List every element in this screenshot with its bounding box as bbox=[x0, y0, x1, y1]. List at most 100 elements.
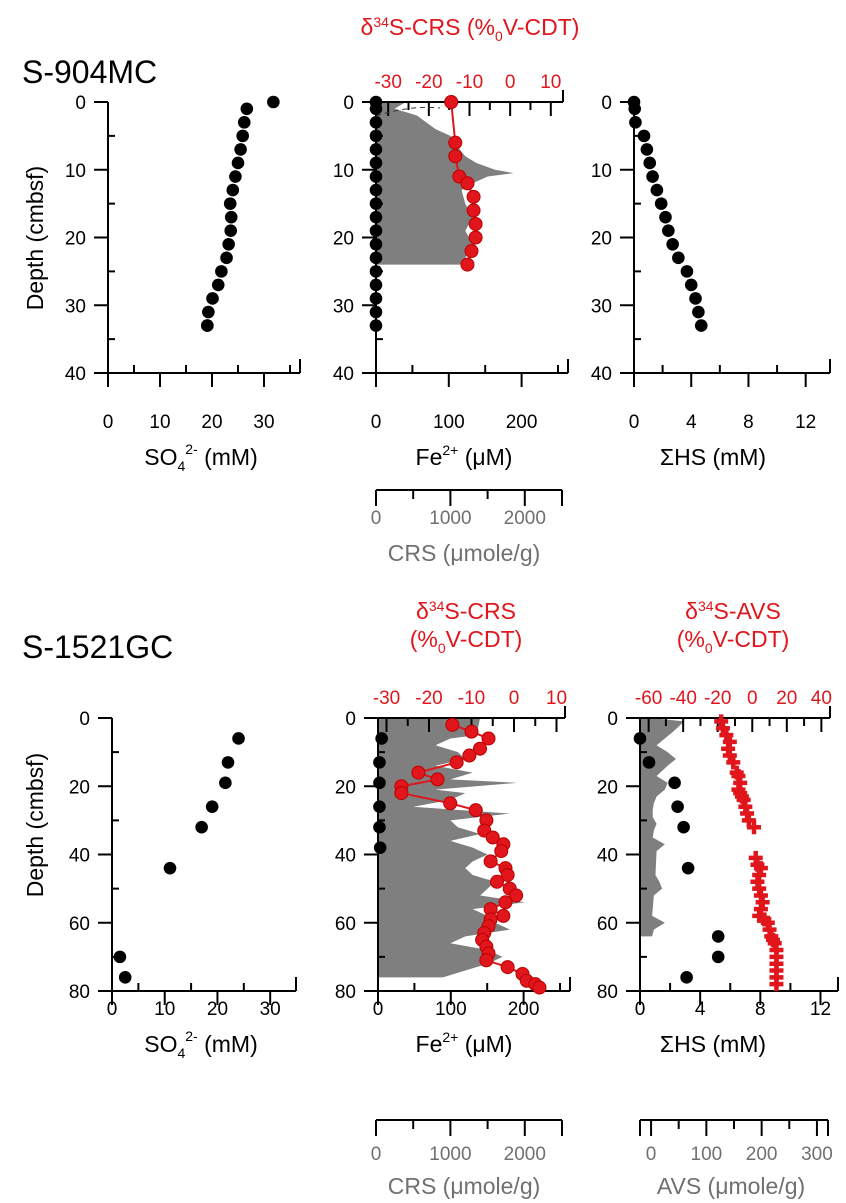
S-1521GC-sulfide-top-tick-label: -60 bbox=[635, 688, 662, 709]
core-label-bottom: S-1521GC bbox=[22, 629, 173, 665]
S-904MC-sulfide-data-point bbox=[694, 319, 708, 332]
S-904MC-iron-data-point bbox=[369, 170, 383, 183]
S-1521GC-iron-delta34s-point bbox=[500, 867, 515, 882]
depth-label-bottom: Depth (cmbsf) bbox=[22, 753, 48, 897]
S-1521GC-sulfide-y-tick-label: 40 bbox=[597, 846, 618, 867]
S-904MC-iron-gray-profile bbox=[376, 102, 514, 265]
S-904MC-sulfate-y-tick-label: 30 bbox=[65, 296, 86, 317]
S-1521GC-sulfide-data-point bbox=[668, 776, 681, 790]
delta34s-avs-label-line1: δ34S-AVS bbox=[685, 598, 781, 624]
S-1521GC-sulfate-x-tick-label: 30 bbox=[260, 999, 281, 1020]
S-1521GC-sulfide-second-tick-label: 0 bbox=[646, 1144, 657, 1165]
S-904MC-sulfate-data-point bbox=[224, 224, 238, 238]
S-904MC-sulfate-data-point bbox=[211, 278, 225, 292]
S-904MC-iron-delta34s-point bbox=[464, 244, 479, 259]
S-904MC-sulfate-x-tick-label: 10 bbox=[149, 412, 170, 433]
crs-axis-label-top: CRS (μmole/g) bbox=[388, 540, 541, 566]
S-904MC-sulfide-data-point bbox=[637, 129, 651, 143]
S-904MC-sulfide-y-tick-label: 10 bbox=[591, 161, 612, 182]
S-904MC-iron-x-tick-label: 100 bbox=[433, 412, 465, 433]
S-904MC-iron-y-tick-label: 40 bbox=[333, 364, 354, 385]
S-904MC-sulfide-y-tick-label: 0 bbox=[601, 93, 612, 114]
S-904MC-sulfate-data-point bbox=[240, 102, 254, 116]
S-1521GC-iron-second-tick-label: 0 bbox=[371, 1144, 382, 1165]
delta34s-crs-label-bottom-line2: (%0V-CDT) bbox=[410, 626, 523, 656]
S-1521GC-iron-data-point bbox=[373, 800, 386, 814]
S-904MC-sulfate-y-tick-label: 10 bbox=[65, 161, 86, 182]
S-1521GC-iron-delta34s-point bbox=[485, 830, 500, 845]
S-904MC-iron-y-tick-label: 0 bbox=[343, 93, 354, 114]
S-1521GC-sulfate-data-point bbox=[205, 800, 219, 814]
S-904MC-sulfate-data-point bbox=[236, 129, 249, 143]
S-904MC-sulfide-data-point bbox=[672, 251, 685, 265]
S-904MC-sulfate-data-point bbox=[215, 265, 228, 278]
S-904MC-iron-delta34s-point bbox=[466, 203, 481, 218]
S-1521GC-iron-x-tick-label: 200 bbox=[508, 999, 540, 1020]
S-904MC-sulfide-data-point bbox=[654, 197, 668, 210]
S-904MC-sulfide-data-point bbox=[643, 156, 657, 170]
S-904MC-iron-data-point bbox=[369, 116, 383, 129]
S-904MC-sulfate-data-point bbox=[229, 170, 242, 183]
S-904MC-sulfide-y-tick-label: 20 bbox=[591, 229, 612, 250]
S-904MC-iron-delta34s-point bbox=[468, 230, 483, 245]
S-904MC-iron-data-point bbox=[369, 265, 383, 278]
S-1521GC-iron-delta34s-point bbox=[464, 724, 479, 739]
fe-axis-label-top: Fe2+ (μM) bbox=[416, 442, 513, 470]
S-904MC-iron-x-tick-label: 200 bbox=[506, 412, 538, 433]
S-1521GC-iron-delta34s-point bbox=[509, 888, 524, 903]
S-904MC-iron-data-point bbox=[369, 319, 383, 332]
S-904MC-sulfate-data-point bbox=[206, 292, 219, 305]
S-904MC-sulfate-data-point bbox=[226, 183, 240, 197]
S-1521GC-sulfide-data-point bbox=[633, 732, 647, 745]
S-904MC-iron-x-tick-label: 0 bbox=[371, 412, 382, 433]
S-904MC-sulfide-data-point bbox=[684, 278, 698, 292]
S-904MC-sulfide-x-tick-label: 4 bbox=[686, 412, 697, 433]
S-1521GC-iron-delta34s-point bbox=[496, 908, 511, 923]
S-904MC-sulfide-data-point bbox=[646, 170, 659, 183]
S-1521GC-iron-y-tick-label: 0 bbox=[345, 709, 356, 730]
S-1521GC-sulfate-x-tick-label: 0 bbox=[107, 999, 118, 1020]
S-1521GC-iron-x-tick-label: 0 bbox=[373, 999, 384, 1020]
S-904MC-iron-delta34s-point bbox=[444, 95, 459, 109]
S-1521GC-iron-y-tick-label: 80 bbox=[335, 982, 356, 1003]
S-904MC-sulfate-x-tick-label: 30 bbox=[253, 412, 274, 433]
S-904MC-iron-second-tick-label: 1000 bbox=[429, 508, 471, 529]
S-904MC-iron-second-tick-label: 0 bbox=[371, 508, 382, 529]
S-1521GC-sulfate-data-point bbox=[232, 732, 245, 745]
S-904MC-sulfide-data-point bbox=[689, 292, 702, 305]
S-904MC-sulfide-data-point bbox=[662, 224, 675, 238]
S-1521GC-iron-delta34s-point bbox=[443, 796, 458, 811]
S-1521GC-sulfate-data-point bbox=[118, 971, 132, 984]
S-904MC-iron-top-tick-label: -10 bbox=[456, 72, 483, 93]
S-1521GC-sulfide-top-tick-label: 40 bbox=[811, 688, 832, 709]
S-904MC-sulfate-data-point bbox=[220, 251, 233, 265]
hs-axis-label-bottom: ΣHS (mM) bbox=[660, 1031, 766, 1057]
S-1521GC-iron-top-tick-label: -30 bbox=[373, 688, 400, 709]
S-1521GC-sulfide-delta34s-avs-point bbox=[769, 977, 784, 992]
S-904MC-iron-second-tick-label: 2000 bbox=[504, 508, 546, 529]
S-1521GC-sulfide-second-tick-label: 100 bbox=[691, 1144, 723, 1165]
S-1521GC-iron-delta34s-point bbox=[500, 960, 515, 975]
S-904MC-iron-delta34s-point bbox=[448, 135, 463, 150]
S-1521GC-sulfide-delta34s-avs-point bbox=[726, 755, 741, 770]
S-1521GC-iron-data-point bbox=[373, 756, 386, 769]
S-1521GC-iron-delta34s-point bbox=[490, 874, 504, 889]
S-904MC-sulfide-data-point bbox=[628, 102, 642, 116]
S-1521GC-sulfate-data-point bbox=[221, 756, 235, 769]
S-904MC-iron-data-point bbox=[369, 224, 383, 238]
S-904MC-iron-top-tick-label: -30 bbox=[374, 72, 401, 93]
S-904MC-iron-data-point bbox=[369, 143, 383, 156]
S-904MC-sulfide-data-point bbox=[659, 210, 672, 224]
delta34s-avs-label-line2: (%0V-CDT) bbox=[677, 626, 790, 656]
S-904MC-sulfate-data-point bbox=[222, 237, 235, 251]
S-1521GC-sulfide-x-tick-label: 0 bbox=[635, 999, 646, 1020]
S-904MC-sulfide-data-point bbox=[650, 183, 664, 197]
S-904MC-iron-data-point bbox=[369, 305, 383, 319]
crs-axis-label-bottom: CRS (μmole/g) bbox=[388, 1173, 541, 1199]
S-904MC-iron-data-point bbox=[369, 183, 383, 197]
S-1521GC-sulfate-y-tick-label: 80 bbox=[69, 982, 90, 1003]
S-904MC-iron-top-tick-label: -20 bbox=[415, 72, 442, 93]
S-1521GC-iron-top-tick-label: -10 bbox=[458, 688, 485, 709]
